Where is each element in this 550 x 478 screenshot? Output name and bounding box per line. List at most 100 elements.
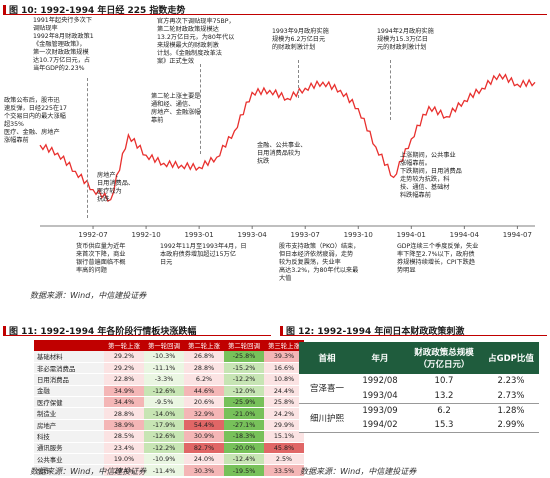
return-cell: 38.9% (104, 419, 144, 432)
table-row: 医疗保健 34.4% -9.5% 20.6% -25.9% 25.8% (34, 396, 304, 409)
return-cell: 29.9% (264, 419, 304, 432)
return-cell: 54.4% (184, 419, 224, 432)
return-cell: 33.5% (264, 464, 304, 477)
x-tick-label: 1992-07 (78, 231, 107, 239)
header-cell: 年月 (355, 342, 405, 374)
return-cell: -17.9% (144, 419, 184, 432)
return-cell: -25.9% (224, 396, 264, 409)
header-cell: 占GDP比值 (483, 342, 539, 374)
return-cell: -11.1% (144, 362, 184, 375)
leader-line (298, 60, 299, 98)
stimulus-size-cell: 6.2 (437, 405, 451, 416)
fig11-title: 图 11: 1992-1994 年各阶段行情板块涨跌幅 (3, 324, 196, 337)
return-cell: -3.3% (144, 373, 184, 386)
fig12-title: 图 12: 1992-1994 年间日本财政政策刺激 (280, 324, 464, 337)
sector-return-table: 第一轮上涨 第一轮回调 第二轮上涨 第二轮回调 第三轮上涨 基础材料 29.2% -10.3… (34, 340, 304, 477)
table-row: 房地产 38.9% -17.9% 54.4% -27.1% 29.9% (34, 419, 304, 432)
return-cell: 34.4% (104, 396, 144, 409)
return-cell: -27.1% (224, 419, 264, 432)
return-cell: 19.0% (104, 453, 144, 466)
return-cell: -12.0% (224, 385, 264, 398)
header-cell: 第三轮上涨 (264, 340, 304, 351)
x-tick-label: 1994-04 (450, 231, 480, 239)
x-tick-label: 1993-10 (344, 231, 373, 239)
fig12-title-text: 图 12: 1992-1994 年间日本财政政策刺激 (286, 327, 465, 337)
return-cell: -12.6% (144, 430, 184, 443)
return-cell: 24.2% (264, 407, 304, 420)
table-row: 日用消费品 22.8% -3.3% 6.2% -12.2% 10.8% (34, 373, 304, 386)
annotation-money-supply: 货币供应量为近年 来首次下降，商业 银行普遍面临不概 率高的问题 (76, 243, 126, 274)
fig10-source: 数据来源：Wind，中信建投证券 (30, 291, 147, 300)
gdp-ratio-cell: 2.23% (497, 376, 525, 387)
x-tick-label: 1993-01 (184, 231, 213, 239)
annotation-defensive-sectors: 金融、公共事业、 日用消费品较为 抗跌 (257, 142, 307, 165)
table-row: 科技 28.5% -12.6% 30.9% -18.3% 15.1% (34, 430, 304, 443)
return-cell: -12.2% (224, 373, 264, 386)
return-cell: 24.0% (184, 453, 224, 466)
return-cell: 44.6% (184, 385, 224, 398)
return-cell: 34.9% (104, 385, 144, 398)
annotation-1993-09-stimulus: 1993年9月政府实施 规模为6.2万亿日元 的财政刺激计划 (272, 28, 329, 51)
table-row: 1993/04 13.2 2.73% (299, 388, 539, 404)
return-cell: -14.0% (144, 407, 184, 420)
x-tick-labels: 1992-07 1992-10 1993-01 1993-04 1993-07 1993-… (78, 231, 532, 239)
header-cell: 财政政策总规模 （万亿日元） (405, 342, 483, 374)
prime-minister-cell: 宫泽喜一 (299, 374, 355, 404)
return-cell: -15.2% (224, 362, 264, 375)
x-tick-label: 1993-07 (291, 231, 320, 239)
return-cell: -10.3% (144, 351, 184, 363)
return-cell: -10.9% (144, 453, 184, 466)
table-row: 基础材料 29.2% -10.3% 26.8% -25.8% 39.3% (34, 351, 304, 363)
fig10-title-text: 图 10: 1992-1994 年日经 225 指数走势 (9, 6, 186, 16)
return-cell: 32.9% (184, 407, 224, 420)
annotation-first-pullback: 房地产、 日用消费品、 医疗较为 抗跌 (97, 172, 135, 203)
return-cell: 2.5% (264, 453, 304, 466)
year-month-cell: 1993/09 (362, 405, 398, 416)
stimulus-size-cell: 13.2 (405, 388, 483, 404)
annotation-second-stimulus: 官方再次下调贴现率75BP， 第二轮财政政策规模达 13.2万亿日元，为80年代… (157, 18, 235, 65)
return-cell: 82.7% (184, 442, 224, 455)
x-tick-label: 1994-01 (397, 231, 426, 239)
return-cell: 20.6% (184, 396, 224, 409)
sector-name: 日用消费品 (34, 373, 104, 386)
return-cell: -12.6% (144, 385, 184, 398)
sector-name: 金融 (34, 385, 104, 398)
return-cell: 30.3% (184, 464, 224, 477)
header-cell: 第一轮回调 (144, 340, 184, 351)
table-row: 通讯服务 23.4% -12.2% 82.7% -20.0% 45.8% (34, 442, 304, 455)
nikkei-series-line (39, 72, 536, 202)
header-cell: 第二轮上涨 (184, 340, 224, 351)
return-cell: 25.8% (264, 396, 304, 409)
header-cell: 第一轮上涨 (104, 340, 144, 351)
x-tick-label: 1992-10 (131, 231, 160, 239)
table-row: 宫泽喜一 1992/08 10.7 2.23% (299, 374, 539, 404)
gdp-ratio-cell: 2.99% (483, 417, 539, 433)
return-cell: 45.8% (264, 442, 304, 455)
return-cell: -21.0% (224, 407, 264, 420)
x-axis (40, 225, 535, 229)
return-cell: 29.2% (104, 351, 144, 363)
table-body: 基础材料 29.2% -10.3% 26.8% -25.8% 39.3% 非必需消费品 29.… (34, 351, 304, 477)
return-cell: 28.8% (184, 362, 224, 375)
stimulus-size-cell: 10.7 (434, 376, 454, 387)
sector-name: 公共事业 (34, 453, 104, 466)
sector-name: 科技 (34, 430, 104, 443)
header-corner (34, 340, 104, 351)
prime-minister-cell: 细川护熙 (299, 403, 355, 433)
x-tick-label: 1993-04 (238, 231, 268, 239)
return-cell: -18.3% (224, 430, 264, 443)
table-row: 公共事业 19.0% -10.9% 24.0% -12.4% 2.5% (34, 453, 304, 466)
year-month-cell: 1992/08 (362, 376, 398, 387)
fig11-title-text: 图 11: 1992-1994 年各阶段行情板块涨跌幅 (9, 327, 197, 337)
return-cell: 10.8% (264, 373, 304, 386)
return-cell: 6.2% (184, 373, 224, 386)
return-cell: 15.1% (264, 430, 304, 443)
annotation-third-rally: 上涨期间，公共事业 涨幅靠前。 下跌期间，日用消费品 走势较为抗跌，科 技、通信… (400, 152, 462, 199)
annotation-1991-rate-cut: 1991年起央行多次下 调贴现率 1992年8月财政政策1 《金融管理政策》， … (33, 17, 94, 72)
header-cell: 首相 (299, 342, 355, 374)
annotation-gdp-rebound: GDP连续三个季度反弹，失业 率下降至2.7%以下，政府债 券规模持续增长，CP… (397, 243, 479, 274)
return-cell: 29.2% (104, 362, 144, 375)
year-month-cell: 1993/04 (355, 388, 405, 404)
fig12-title-rule (280, 335, 547, 336)
return-cell: 22.8% (104, 373, 144, 386)
